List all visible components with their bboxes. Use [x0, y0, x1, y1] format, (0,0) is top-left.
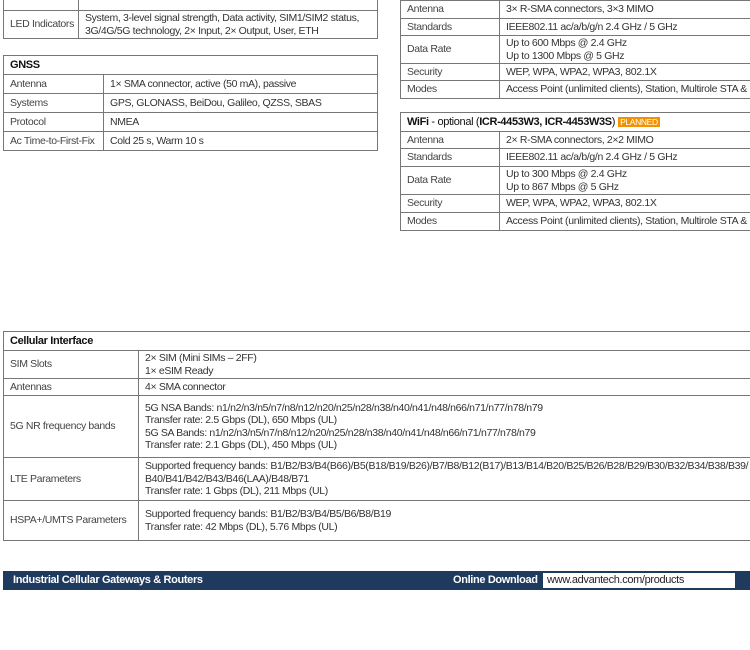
table-row: LTE Parameters Supported frequency bands:…: [3, 457, 750, 501]
gnss-table: GNSS Antenna 1× SMA connector, active (50…: [3, 55, 378, 151]
footer-bar: Industrial Cellular Gateways & Routers O…: [3, 571, 750, 590]
table-row: Antennas 4× SMA connector: [3, 378, 750, 396]
online-download-label: Online Download: [453, 574, 538, 586]
cellular-table: Cellular Interface SIM Slots 2× SIM (Mini…: [3, 331, 750, 541]
table-row: Systems GPS, GLONASS, BeiDou, Galileo, QZ…: [3, 93, 378, 113]
table-row: Modes Access Point (unlimited clients), S…: [400, 80, 750, 99]
table-row: HSPA+/UMTS Parameters Supported frequency…: [3, 500, 750, 541]
wifi-table: Antenna 3× R-SMA connectors, 3×3 MIMO Sta…: [400, 0, 750, 99]
table-row: LED Indicators System, 3-level signal st…: [3, 10, 378, 39]
footer-title: Industrial Cellular Gateways & Routers: [13, 574, 203, 586]
table-row: Antenna 2× R-SMA connectors, 2×2 MIMO: [400, 131, 750, 149]
row-value: System, 3-level signal strength, Data ac…: [78, 10, 378, 39]
table-row: Modes Access Point (unlimited clients), S…: [400, 212, 750, 231]
gnss-title: GNSS: [3, 55, 378, 75]
table-row: Security WEP, WPA, WPA2, WPA3, 802.1X: [400, 194, 750, 213]
download-url-link[interactable]: www.advantech.com/products: [543, 573, 735, 588]
table-row: Antenna 3× R-SMA connectors, 3×3 MIMO: [400, 0, 750, 19]
table-row: SIM Slots 2× SIM (Mini SIMs – 2FF) 1× eSIM…: [3, 350, 750, 379]
table-row: Standards IEEE802.11 ac/a/b/g/n 2.4 GHz /…: [400, 148, 750, 167]
table-row: Protocol NMEA: [3, 112, 378, 132]
table-row: Standards IEEE802.11 ac/a/b/g/n 2.4 GHz /…: [400, 18, 750, 36]
table-row: Security WEP, WPA, WPA2, WPA3, 802.1X: [400, 63, 750, 81]
table-row: Ac Time-to-First-Fix Cold 25 s, Warm 10 s: [3, 131, 378, 151]
wifi-optional-table: WiFi - optional (ICR-4453W3, ICR-4453W3S…: [400, 112, 750, 231]
table-row: Data Rate Up to 600 Mbps @ 2.4 GHz Up to 1…: [400, 35, 750, 64]
table-row: Data Rate Up to 300 Mbps @ 2.4 GHz Up to 8…: [400, 166, 750, 195]
wifi-optional-title: WiFi - optional (ICR-4453W3, ICR-4453W3S…: [400, 112, 750, 132]
table-row: Antenna 1× SMA connector, active (50 mA),…: [3, 74, 378, 94]
table-row: 5G NR frequency bands 5G NSA Bands: n1/n2…: [3, 395, 750, 458]
row-label: LED Indicators: [3, 10, 79, 39]
planned-badge: PLANNED: [618, 116, 660, 127]
system-table: LED Indicators System, 3-level signal st…: [3, 0, 378, 39]
cellular-title: Cellular Interface: [3, 331, 750, 351]
